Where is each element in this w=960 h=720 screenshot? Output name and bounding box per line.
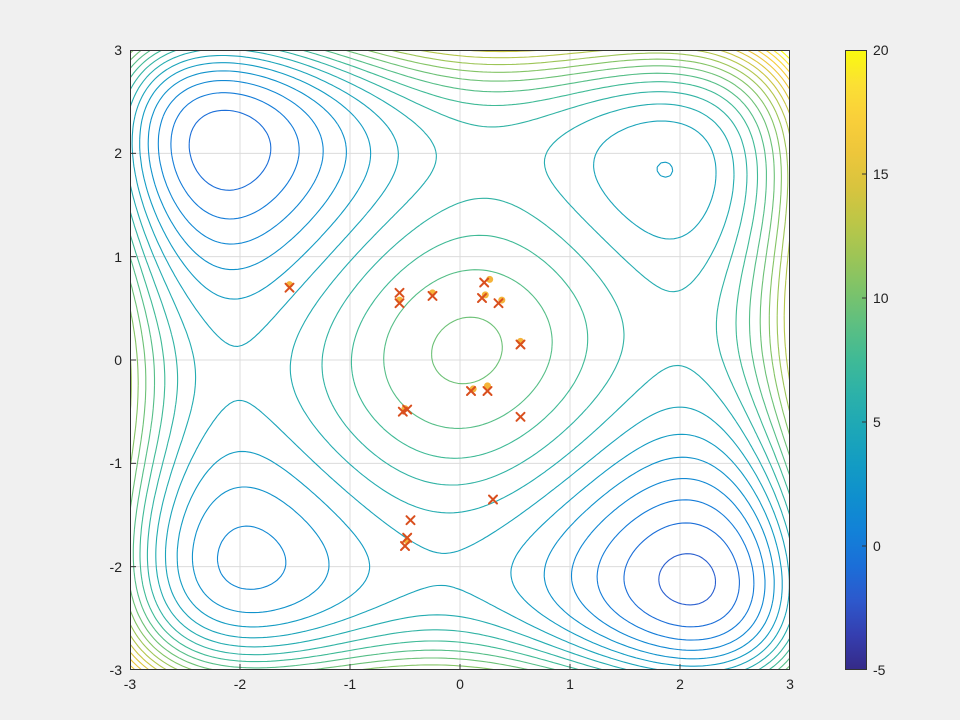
figure: -3 -2 -1 0 1 2 3 -3 -2 -1 0 1 2 3 -5 0 5 10 15 20 <box>0 0 960 720</box>
xtick-label: 3 <box>786 676 794 692</box>
xtick-label: -3 <box>124 676 136 692</box>
ytick-label: 0 <box>114 352 122 368</box>
ytick-label: 2 <box>114 145 122 161</box>
colorbar-tick-label: 20 <box>873 42 889 58</box>
colorbar <box>845 50 867 670</box>
ytick-label: 1 <box>114 249 122 265</box>
colorbar-tick-label: -5 <box>873 662 885 678</box>
colorbar-canvas <box>845 50 867 670</box>
axes-canvas <box>130 50 790 670</box>
ytick-label: 3 <box>114 42 122 58</box>
ytick-label: -2 <box>110 559 122 575</box>
colorbar-gradient <box>845 50 867 670</box>
colorbar-tick-label: 0 <box>873 538 881 554</box>
x-markers <box>286 279 525 551</box>
colorbar-tick-label: 10 <box>873 290 889 306</box>
ytick-label: -3 <box>110 662 122 678</box>
contour-axes <box>130 50 790 670</box>
colorbar-tick-label: 5 <box>873 414 881 430</box>
ytick-label: -1 <box>110 455 122 471</box>
xtick-label: 1 <box>566 676 574 692</box>
xtick-label: -2 <box>234 676 246 692</box>
xtick-label: 0 <box>456 676 464 692</box>
xtick-label: 2 <box>676 676 684 692</box>
xtick-label: -1 <box>344 676 356 692</box>
colorbar-tick-label: 15 <box>873 166 889 182</box>
grid <box>130 50 790 670</box>
